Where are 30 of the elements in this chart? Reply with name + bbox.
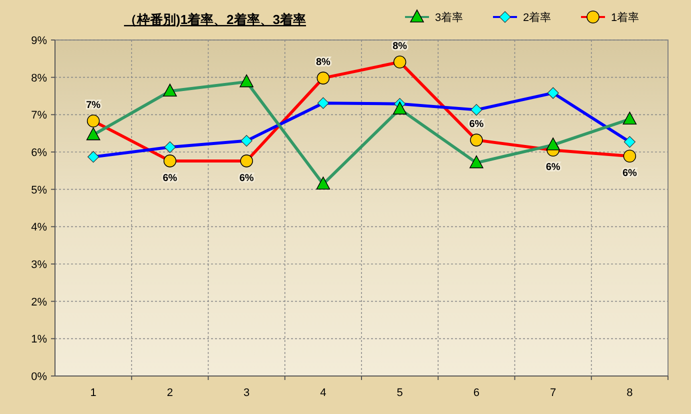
y-tick-label: 5% bbox=[31, 184, 48, 196]
legend-label: 2着率 bbox=[523, 11, 552, 24]
y-tick-label: 9% bbox=[31, 35, 48, 47]
x-tick-label: 6 bbox=[473, 387, 480, 399]
y-tick-label: 1% bbox=[31, 334, 48, 346]
chart-title: （枠番別)1着率、2着率、3着率 bbox=[124, 12, 306, 27]
x-tick-label: 8 bbox=[626, 387, 633, 399]
y-tick-label: 7% bbox=[31, 110, 48, 122]
legend-label: 1着率 bbox=[611, 11, 640, 24]
x-tick-label: 3 bbox=[244, 387, 250, 399]
x-tick-label: 5 bbox=[396, 387, 403, 399]
y-tick-label: 0% bbox=[31, 371, 48, 383]
legend-label: 3着率 bbox=[435, 11, 464, 24]
y-tick-label: 8% bbox=[31, 72, 48, 84]
data-label: 6% bbox=[162, 172, 178, 184]
data-label: 8% bbox=[316, 57, 331, 68]
data-label: 7% bbox=[86, 100, 101, 112]
data-label: 8% bbox=[392, 41, 408, 52]
x-tick-label: 1 bbox=[90, 387, 96, 399]
x-tick-label: 4 bbox=[320, 387, 326, 399]
x-tick-label: 2 bbox=[166, 387, 173, 399]
y-tick-label: 2% bbox=[31, 296, 48, 308]
y-tick-label: 6% bbox=[31, 147, 48, 159]
data-label: 6% bbox=[239, 172, 254, 184]
data-label: 6% bbox=[622, 168, 638, 180]
data-label: 6% bbox=[546, 162, 560, 174]
y-tick-label: 4% bbox=[31, 222, 48, 234]
y-tick-label: 3% bbox=[31, 259, 48, 271]
data-label: 6% bbox=[469, 119, 484, 130]
x-tick-label: 7 bbox=[550, 387, 556, 399]
